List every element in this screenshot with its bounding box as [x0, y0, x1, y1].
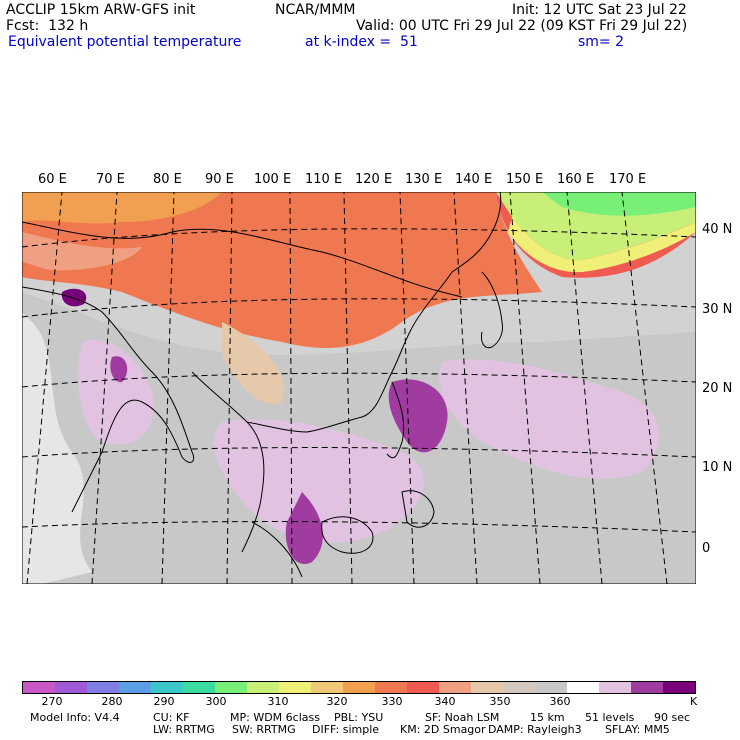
latitude-label: 20 N	[702, 381, 733, 396]
institution-label: NCAR/MMM	[275, 2, 356, 18]
lavender-pacific	[439, 359, 660, 479]
purple-india	[110, 356, 128, 383]
model-title: ACCLIP 15km ARW-GFS init	[6, 2, 196, 18]
vertical-levels: 51 levels	[585, 711, 635, 724]
colorbar-segment	[23, 682, 55, 693]
field-name: Equivalent potential temperature	[8, 34, 242, 50]
colorbar-segment	[183, 682, 215, 693]
colorbar-segment	[55, 682, 87, 693]
longitude-label: 60 E	[38, 172, 67, 187]
longitude-label: 160 E	[557, 172, 595, 187]
diffusion-scheme: DIFF: simple	[312, 723, 380, 736]
lavender-india	[78, 340, 154, 445]
latitude-label: 40 N	[702, 222, 733, 237]
shortwave-scheme: SW: RRTMG	[232, 723, 296, 736]
colorbar	[22, 681, 696, 694]
longitude-label: 100 E	[254, 172, 292, 187]
longitude-label: 70 E	[96, 172, 125, 187]
colorbar-segment	[663, 682, 695, 693]
colorbar-segment	[87, 682, 119, 693]
purple-tibet	[61, 288, 87, 307]
orange-red-continent	[22, 192, 542, 348]
colorbar-unit: K	[690, 695, 698, 708]
colorbar-segment	[471, 682, 503, 693]
colorbar-label: 300	[205, 695, 227, 708]
colorbar-label: 280	[101, 695, 123, 708]
lavender-sea	[213, 419, 424, 543]
colorbar-segment	[503, 682, 535, 693]
colorbar-segment	[343, 682, 375, 693]
salmon-patch	[22, 232, 142, 271]
colorbar-segment	[631, 682, 663, 693]
valid-time: Valid: 00 UTC Fri 29 Jul 22 (09 KST Fri …	[356, 18, 688, 34]
colorbar-segment	[407, 682, 439, 693]
longitude-label: 150 E	[506, 172, 544, 187]
microphysics-scheme: MP: WDM 6class	[230, 711, 320, 724]
latitude-label: 30 N	[702, 302, 733, 317]
colorbar-label: 340	[434, 695, 456, 708]
colorbar-label: 290	[153, 695, 175, 708]
colorbar-segment	[311, 682, 343, 693]
colorbar-segment	[247, 682, 279, 693]
equivalent-potential-temperature-map	[22, 192, 696, 584]
latitude-label: 0	[702, 541, 711, 556]
orange-northwest	[22, 192, 222, 224]
init-time: Init: 12 UTC Sat 23 Jul 22	[512, 2, 687, 18]
longitude-label: 80 E	[153, 172, 182, 187]
colorbar-segment	[567, 682, 599, 693]
longitude-label: 130 E	[405, 172, 443, 187]
smoothing-label: sm= 2	[578, 34, 625, 50]
longitude-label: 90 E	[205, 172, 234, 187]
resolution: 15 km	[530, 711, 565, 724]
km-scheme: KM: 2D Smagor	[400, 723, 486, 736]
forecast-hour: Fcst: 132 h	[6, 18, 89, 34]
yellow-band	[508, 217, 696, 273]
colorbar-segment	[279, 682, 311, 693]
colorbar-label: 320	[326, 695, 348, 708]
colorbar-segment	[535, 682, 567, 693]
pbl-scheme: PBL: YSU	[334, 711, 384, 724]
time-step: 90 sec	[654, 711, 691, 724]
damping-scheme: DAMP: Rayleigh3	[488, 723, 582, 736]
cumulus-scheme: CU: KF	[153, 711, 190, 724]
colorbar-label: 310	[267, 695, 289, 708]
surface-scheme: SF: Noah LSM	[425, 711, 500, 724]
colorbar-label: 360	[549, 695, 571, 708]
longitude-label: 110 E	[305, 172, 343, 187]
colorbar-segment	[151, 682, 183, 693]
longwave-scheme: LW: RRTMG	[153, 723, 215, 736]
latitude-label: 10 N	[702, 460, 733, 475]
colorbar-segment	[215, 682, 247, 693]
purple-borneo	[285, 492, 323, 564]
green-northeast	[542, 192, 696, 216]
k-index-label: at k-index = 51	[305, 34, 418, 50]
surface-layer-scheme: SFLAY: MM5	[605, 723, 670, 736]
white-patch-west	[22, 312, 92, 584]
coastlines	[22, 192, 503, 578]
longitude-label: 120 E	[355, 172, 393, 187]
colorbar-segment	[599, 682, 631, 693]
colorbar-label: 350	[489, 695, 511, 708]
colorbar-label: 330	[381, 695, 403, 708]
colorbar-segment	[375, 682, 407, 693]
tan-south-china	[222, 322, 284, 404]
graticule	[22, 192, 696, 584]
longitude-label: 170 E	[609, 172, 647, 187]
model-info: Model Info: V4.4	[30, 711, 120, 724]
colorbar-segment	[439, 682, 471, 693]
colorbar-label: 270	[41, 695, 63, 708]
longitude-label: 140 E	[455, 172, 493, 187]
colorbar-segment	[119, 682, 151, 693]
